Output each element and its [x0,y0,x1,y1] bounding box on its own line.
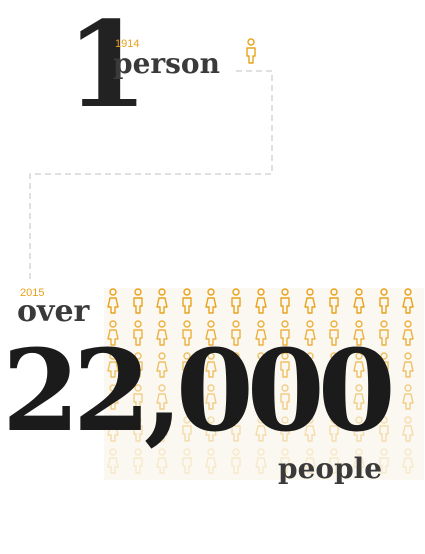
person-icon [304,384,316,410]
person-icon [107,384,119,410]
person-icon [205,320,218,346]
person-icon [156,416,168,442]
person-icon [402,288,414,314]
person-icon [205,288,218,314]
person-icon [156,384,168,410]
person-icon [280,288,290,314]
unit-person-label: person [113,47,220,80]
person-icon [205,448,218,474]
person-icon [353,320,365,346]
person-icon [107,352,119,378]
person-icon [304,448,316,474]
person-icon [402,320,414,346]
person-icon [246,38,256,64]
person-icon [378,448,389,474]
person-icon [182,416,192,442]
count-2015: 22,000 [2,326,396,457]
person-icon [156,320,168,346]
person-icon [132,416,143,442]
person-icon [231,320,241,346]
person-icon [280,352,290,378]
person-icon [329,416,340,442]
person-icon [353,384,365,410]
person-icon [304,288,316,314]
person-icon [254,288,267,314]
person-icon [378,320,389,346]
person-icon [402,448,414,474]
person-icon [182,288,192,314]
person-icon [329,448,340,474]
person-icon [132,352,143,378]
year-2015-label: 2015 [20,287,45,299]
person-icon [280,416,290,442]
person-icon [329,384,340,410]
person-icon [132,384,143,410]
person-icon [254,352,267,378]
person-icon [280,384,290,410]
person-icon [107,320,119,346]
person-icon [304,352,316,378]
person-icon [156,288,168,314]
person-icon [182,352,192,378]
unit-people-label: people [278,452,383,485]
person-icon [205,352,218,378]
person-icon [132,448,143,474]
person-icon [156,448,168,474]
person-icon [107,288,119,314]
person-icon [329,288,340,314]
person-icon [254,384,267,410]
person-icon-grid [104,288,424,480]
person-icon [280,320,290,346]
person-icon [378,352,389,378]
year-1914-label: 1914 [115,38,140,50]
person-icon [107,448,119,474]
person-icon [182,320,192,346]
person-icon [231,384,241,410]
person-icon [402,416,414,442]
person-icon [182,384,192,410]
person-icon [156,352,168,378]
person-icon [182,448,192,474]
person-icon [353,288,365,314]
person-icon [205,416,218,442]
person-icon [231,448,241,474]
person-icon [254,448,267,474]
person-icon [231,352,241,378]
person-icon [378,288,389,314]
person-icon [378,384,389,410]
person-icon [329,320,340,346]
person-icon [402,352,414,378]
person-icon [132,320,143,346]
person-icon [304,320,316,346]
person-icon [280,448,290,474]
person-icon [107,416,119,442]
person-icon [254,416,267,442]
person-icon [378,416,389,442]
person-icon [329,352,340,378]
person-icon [402,384,414,410]
person-icon [254,320,267,346]
person-icon [353,416,365,442]
person-icon [132,288,143,314]
count-1914: 1 [66,0,148,134]
person-icon [231,288,241,314]
person-icon [353,448,365,474]
person-icon [304,416,316,442]
person-icon [353,352,365,378]
person-icon [205,384,218,410]
qualifier-over-label: over [17,294,90,329]
person-icon [231,416,241,442]
